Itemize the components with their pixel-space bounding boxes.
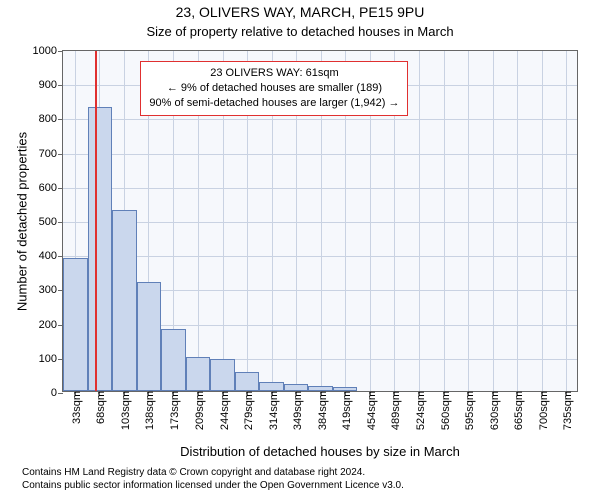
y-tick-label: 0 xyxy=(51,387,63,399)
x-tick-label: 454sqm xyxy=(362,391,378,430)
x-tick-label: 314sqm xyxy=(264,391,280,430)
histogram-bar xyxy=(137,282,162,391)
y-tick-label: 900 xyxy=(39,79,63,91)
y-axis-label: Number of detached properties xyxy=(15,122,30,322)
x-tick-label: 560sqm xyxy=(436,391,452,430)
chart-title: 23, OLIVERS WAY, MARCH, PE15 9PU xyxy=(0,4,600,20)
x-tick-label: 384sqm xyxy=(313,391,329,430)
histogram-bar xyxy=(161,329,186,391)
y-tick-label: 1000 xyxy=(33,45,63,57)
x-tick-label: 349sqm xyxy=(288,391,304,430)
x-axis-label: Distribution of detached houses by size … xyxy=(62,444,578,459)
y-tick-label: 300 xyxy=(39,284,63,296)
y-tick-label: 800 xyxy=(39,113,63,125)
chart-subtitle: Size of property relative to detached ho… xyxy=(0,24,600,39)
histogram-bar xyxy=(259,382,284,391)
histogram-bar xyxy=(112,210,137,391)
y-tick-label: 600 xyxy=(39,182,63,194)
histogram-bar xyxy=(308,386,333,391)
x-tick-label: 209sqm xyxy=(190,391,206,430)
y-tick-label: 700 xyxy=(39,148,63,160)
histogram-bar xyxy=(88,107,113,391)
histogram-bar xyxy=(186,357,211,391)
x-tick-label: 700sqm xyxy=(534,391,550,430)
footer-attribution: Contains HM Land Registry data © Crown c… xyxy=(22,466,404,492)
y-tick-label: 200 xyxy=(39,319,63,331)
y-tick-label: 500 xyxy=(39,216,63,228)
x-tick-label: 630sqm xyxy=(485,391,501,430)
x-tick-label: 33sqm xyxy=(67,391,83,424)
x-tick-label: 173sqm xyxy=(165,391,181,430)
footer-line-2: Contains public sector information licen… xyxy=(22,479,404,492)
histogram-bar xyxy=(284,384,309,391)
y-tick-label: 400 xyxy=(39,250,63,262)
plot-area: 0100200300400500600700800900100033sqm68s… xyxy=(62,50,578,392)
x-tick-label: 595sqm xyxy=(460,391,476,430)
histogram-bar xyxy=(333,387,358,391)
y-tick-label: 100 xyxy=(39,353,63,365)
x-tick-label: 524sqm xyxy=(411,391,427,430)
x-tick-label: 103sqm xyxy=(116,391,132,430)
x-tick-label: 665sqm xyxy=(509,391,525,430)
chart-container: { "chart": { "type": "histogram", "title… xyxy=(0,0,600,500)
footer-line-1: Contains HM Land Registry data © Crown c… xyxy=(22,466,404,479)
x-tick-label: 138sqm xyxy=(140,391,156,430)
x-tick-label: 489sqm xyxy=(386,391,402,430)
property-marker-line xyxy=(95,51,97,391)
x-tick-label: 419sqm xyxy=(337,391,353,430)
histogram-bar xyxy=(63,258,88,391)
histogram-bar xyxy=(235,372,260,391)
x-tick-label: 735sqm xyxy=(558,391,574,430)
info-box: 23 OLIVERS WAY: 61sqm ← 9% of detached h… xyxy=(140,61,408,116)
x-tick-label: 244sqm xyxy=(215,391,231,430)
x-tick-label: 279sqm xyxy=(239,391,255,430)
histogram-bar xyxy=(210,359,235,391)
x-tick-label: 68sqm xyxy=(91,391,107,424)
